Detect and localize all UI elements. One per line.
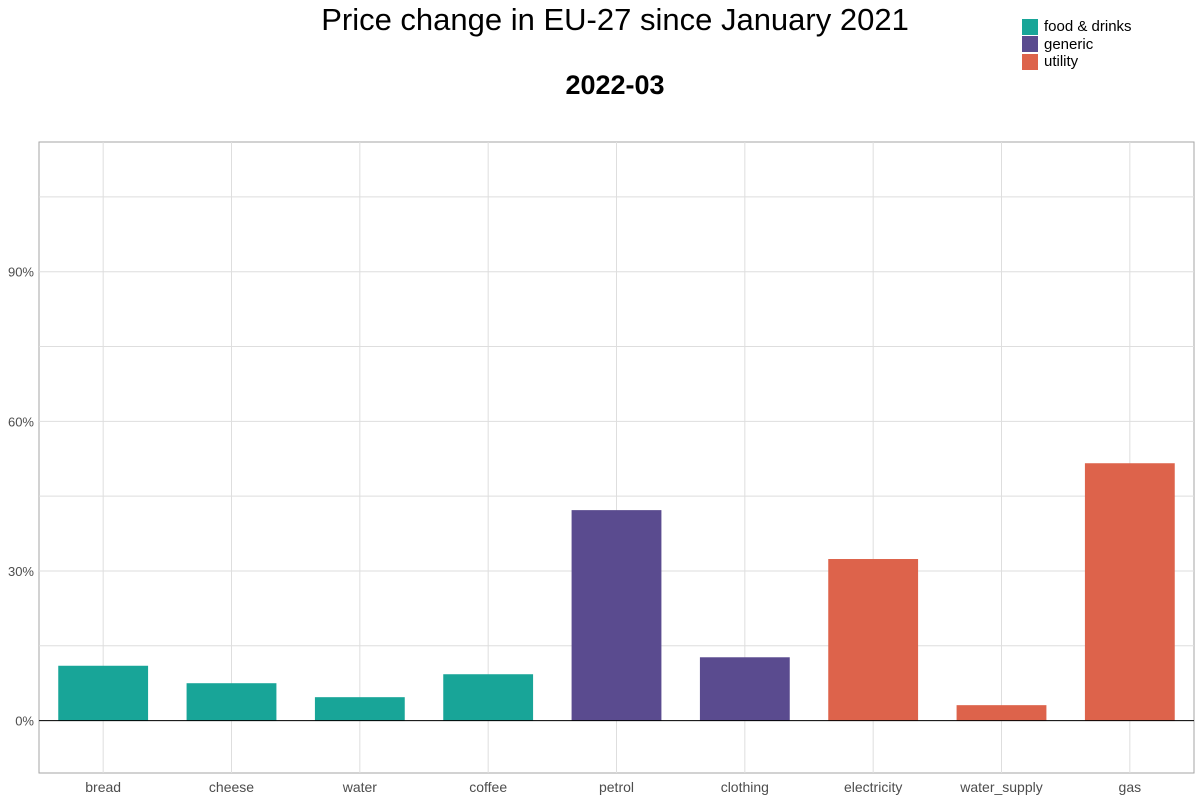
x-tick-label-water: water <box>342 779 378 795</box>
bar-cheese <box>186 683 277 721</box>
y-tick-label: 90% <box>8 265 34 280</box>
legend-swatch-generic <box>1022 36 1038 53</box>
x-tick-label-bread: bread <box>85 779 121 795</box>
legend-swatch-utility <box>1022 53 1038 70</box>
x-tick-label-gas: gas <box>1119 779 1142 795</box>
bar-water <box>314 697 405 721</box>
bar-coffee <box>443 674 534 721</box>
legend-swatch-food-drinks <box>1022 18 1038 35</box>
bar-electricity <box>828 559 919 721</box>
bar-bread <box>58 665 149 721</box>
legend-label-generic: generic <box>1044 35 1094 53</box>
legend-label-utility: utility <box>1044 53 1079 71</box>
y-tick-label: 0% <box>15 714 34 729</box>
legend: food & drinks generic utility <box>1022 18 1132 71</box>
x-tick-label-coffee: coffee <box>469 779 507 795</box>
x-tick-label-clothing: clothing <box>721 779 769 795</box>
legend-item-food-drinks: food & drinks <box>1022 18 1132 36</box>
bar-gas <box>1084 463 1175 721</box>
chart-title: Price change in EU-27 since January 2021 <box>321 2 909 37</box>
bar-petrol <box>571 510 662 721</box>
x-tick-label-electricity: electricity <box>844 779 902 795</box>
bar-clothing <box>699 657 790 721</box>
legend-item-generic: generic <box>1022 36 1132 54</box>
x-tick-label-cheese: cheese <box>209 779 254 795</box>
y-tick-label: 60% <box>8 414 34 429</box>
legend-item-utility: utility <box>1022 53 1132 71</box>
y-tick-label: 30% <box>8 564 34 579</box>
x-tick-label-water_supply: water_supply <box>959 779 1043 795</box>
chart-subtitle: 2022-03 <box>565 70 665 100</box>
legend-label-food-drinks: food & drinks <box>1044 18 1132 36</box>
x-tick-label-petrol: petrol <box>599 779 634 795</box>
bar-water_supply <box>956 705 1047 721</box>
